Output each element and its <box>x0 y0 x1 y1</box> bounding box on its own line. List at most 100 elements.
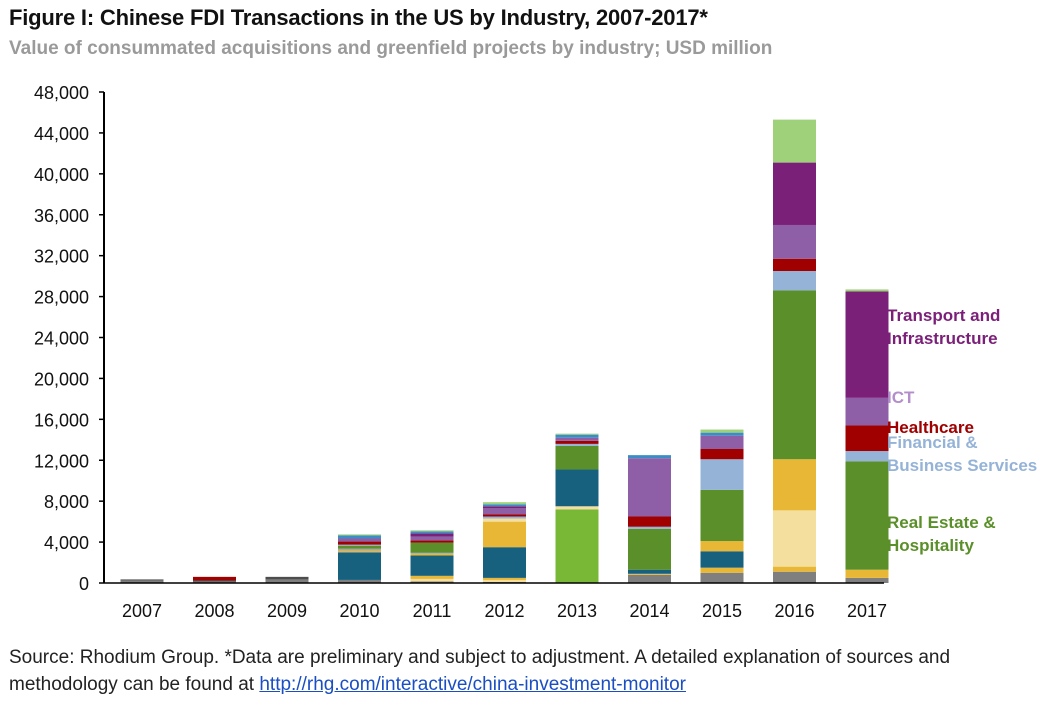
bar-segment-healthcare <box>555 440 599 444</box>
bar-segment-light-yellow-d <box>483 518 526 522</box>
y-tick-label: 24,000 <box>34 329 89 349</box>
bar-segment-green-top <box>483 502 526 505</box>
bar-segment-ict <box>773 224 816 259</box>
bar-segment-healthcare <box>193 576 236 581</box>
bar-segment-light-yellow-a <box>410 578 454 582</box>
x-tick-label: 2016 <box>774 601 814 621</box>
bar-segment-yellow <box>483 577 526 580</box>
bar-segment-yellow <box>845 569 889 578</box>
bar-segment-gray <box>628 574 671 583</box>
bar-segment-real-estate <box>555 445 599 470</box>
x-tick-label: 2012 <box>484 601 524 621</box>
x-tick-label: 2010 <box>339 601 379 621</box>
bar-segment-financial <box>555 443 599 446</box>
bar-segment-financial <box>773 271 816 291</box>
y-tick-label: 4,000 <box>44 533 89 553</box>
y-tick-label: 40,000 <box>34 165 89 185</box>
y-tick-label: 20,000 <box>34 369 89 389</box>
bar-segment-lime <box>555 509 599 583</box>
bar-segment-gray-b <box>338 548 381 551</box>
bar-segment-transport <box>845 291 889 398</box>
bar-segment-green-top <box>700 429 744 433</box>
bar-segment-gray-b <box>410 552 454 554</box>
bar-segment-green-top <box>338 534 381 536</box>
source-note: Source: Rhodium Group. *Data are prelimi… <box>9 644 1034 698</box>
source-link[interactable]: http://rhg.com/interactive/china-investm… <box>259 674 686 695</box>
y-tick-label: 12,000 <box>34 451 89 471</box>
x-tick-label: 2014 <box>629 601 669 621</box>
bar-segment-green-top <box>410 530 454 532</box>
bar-segment-healthcare <box>628 516 671 527</box>
bar-segment-light-yellow-b <box>773 510 816 567</box>
bar-segment-blue-top <box>555 434 599 438</box>
stacked-bar-chart: 0 4,000 8,000 12,000 16,000 20,000 24,000 28,00… <box>34 83 1037 621</box>
bar-segment-gray <box>120 580 164 583</box>
x-tick-label: 2015 <box>702 601 742 621</box>
source-text: Source: Rhodium Group. *Data are prelimi… <box>9 647 951 695</box>
bar-segment-ict <box>483 508 526 515</box>
bar-segment-blue-top <box>628 455 671 459</box>
bar-segment-gray <box>845 577 889 583</box>
legend-label-ict: ICT <box>887 388 915 407</box>
y-tick-label: 28,000 <box>34 288 89 308</box>
bar-segment-green-top <box>773 119 816 163</box>
chart-title: Figure I: Chinese FDI Transactions in th… <box>9 5 708 30</box>
bar-segment-yellow <box>410 575 454 579</box>
bar-segment-blue-top <box>338 535 381 539</box>
legend-label-real-estate: Hospitality <box>887 536 974 555</box>
bar-segment-financial <box>338 544 381 546</box>
bar-segment-gray <box>265 579 309 583</box>
x-tick-label: 2009 <box>267 601 307 621</box>
bar-segment-ict <box>338 538 381 542</box>
y-axis: 0 4,000 8,000 12,000 16,000 20,000 24,000 28,00… <box>34 83 105 594</box>
bar-segment-blue-top <box>410 531 454 534</box>
legend-label-transport: Infrastructure <box>887 329 998 348</box>
bar-segment-real-estate <box>338 545 381 549</box>
bar-segment-transport <box>483 506 526 509</box>
y-tick-label: 0 <box>79 574 89 594</box>
bar-segment-yellow-b <box>338 550 381 553</box>
y-tick-label: 48,000 <box>34 83 89 103</box>
x-tick-label: 2013 <box>557 601 597 621</box>
bar-segment-healthcare <box>410 540 454 543</box>
x-tick-label: 2011 <box>413 601 452 621</box>
legend-label-financial: Financial & <box>887 433 978 452</box>
bar-segment-healthcare <box>845 425 889 452</box>
bar-segment-transport <box>773 162 816 225</box>
y-tick-label: 16,000 <box>34 410 89 430</box>
bar-segment-light-yellow-a <box>483 579 526 582</box>
bar-segment-yellow-b <box>773 459 816 511</box>
bar-segment-blue-top <box>700 432 744 436</box>
bar-segment-yellow <box>700 567 744 573</box>
bar-segment-healthcare <box>773 258 816 272</box>
x-tick-label: 2008 <box>194 601 234 621</box>
bar-segment-real-estate <box>628 528 671 570</box>
bar-segment-ict <box>555 437 599 441</box>
y-tick-label: 44,000 <box>34 124 89 144</box>
bar-segment-dark-gray <box>265 576 309 580</box>
bar-segment-gray <box>338 579 381 583</box>
bar-segment-green-top <box>845 289 889 292</box>
bar-segment-ict <box>410 536 454 541</box>
bar-segment-real-estate <box>700 489 744 542</box>
legend-label-real-estate: Real Estate & <box>887 513 996 532</box>
bar-segment-gray <box>700 572 744 583</box>
bar-segment-real-estate <box>845 461 889 570</box>
bar-segment-financial <box>845 451 889 462</box>
bar-segment-yellow-b <box>410 553 454 556</box>
legend-label-financial: Business Services <box>887 456 1037 475</box>
bar-segment-yellow <box>628 573 671 575</box>
bar-segment-real-estate <box>410 542 454 553</box>
bar-segment-gray <box>193 581 236 583</box>
bar-segment-teal <box>410 555 454 576</box>
y-tick-label: 8,000 <box>44 492 89 512</box>
legend: Transport and Infrastructure ICT Healthcare… <box>887 306 1037 555</box>
bar-segment-teal <box>628 569 671 574</box>
legend-label-healthcare: Healthcare <box>887 418 974 437</box>
bar-segment-financial <box>700 459 744 490</box>
bar-segment-transport <box>410 533 454 537</box>
bar-segment-yellow-b <box>700 541 744 552</box>
bar-segment-dark-gray <box>120 579 164 581</box>
bar-segment-light-yellow-d <box>555 506 599 510</box>
bar-segment-gray <box>410 581 454 583</box>
